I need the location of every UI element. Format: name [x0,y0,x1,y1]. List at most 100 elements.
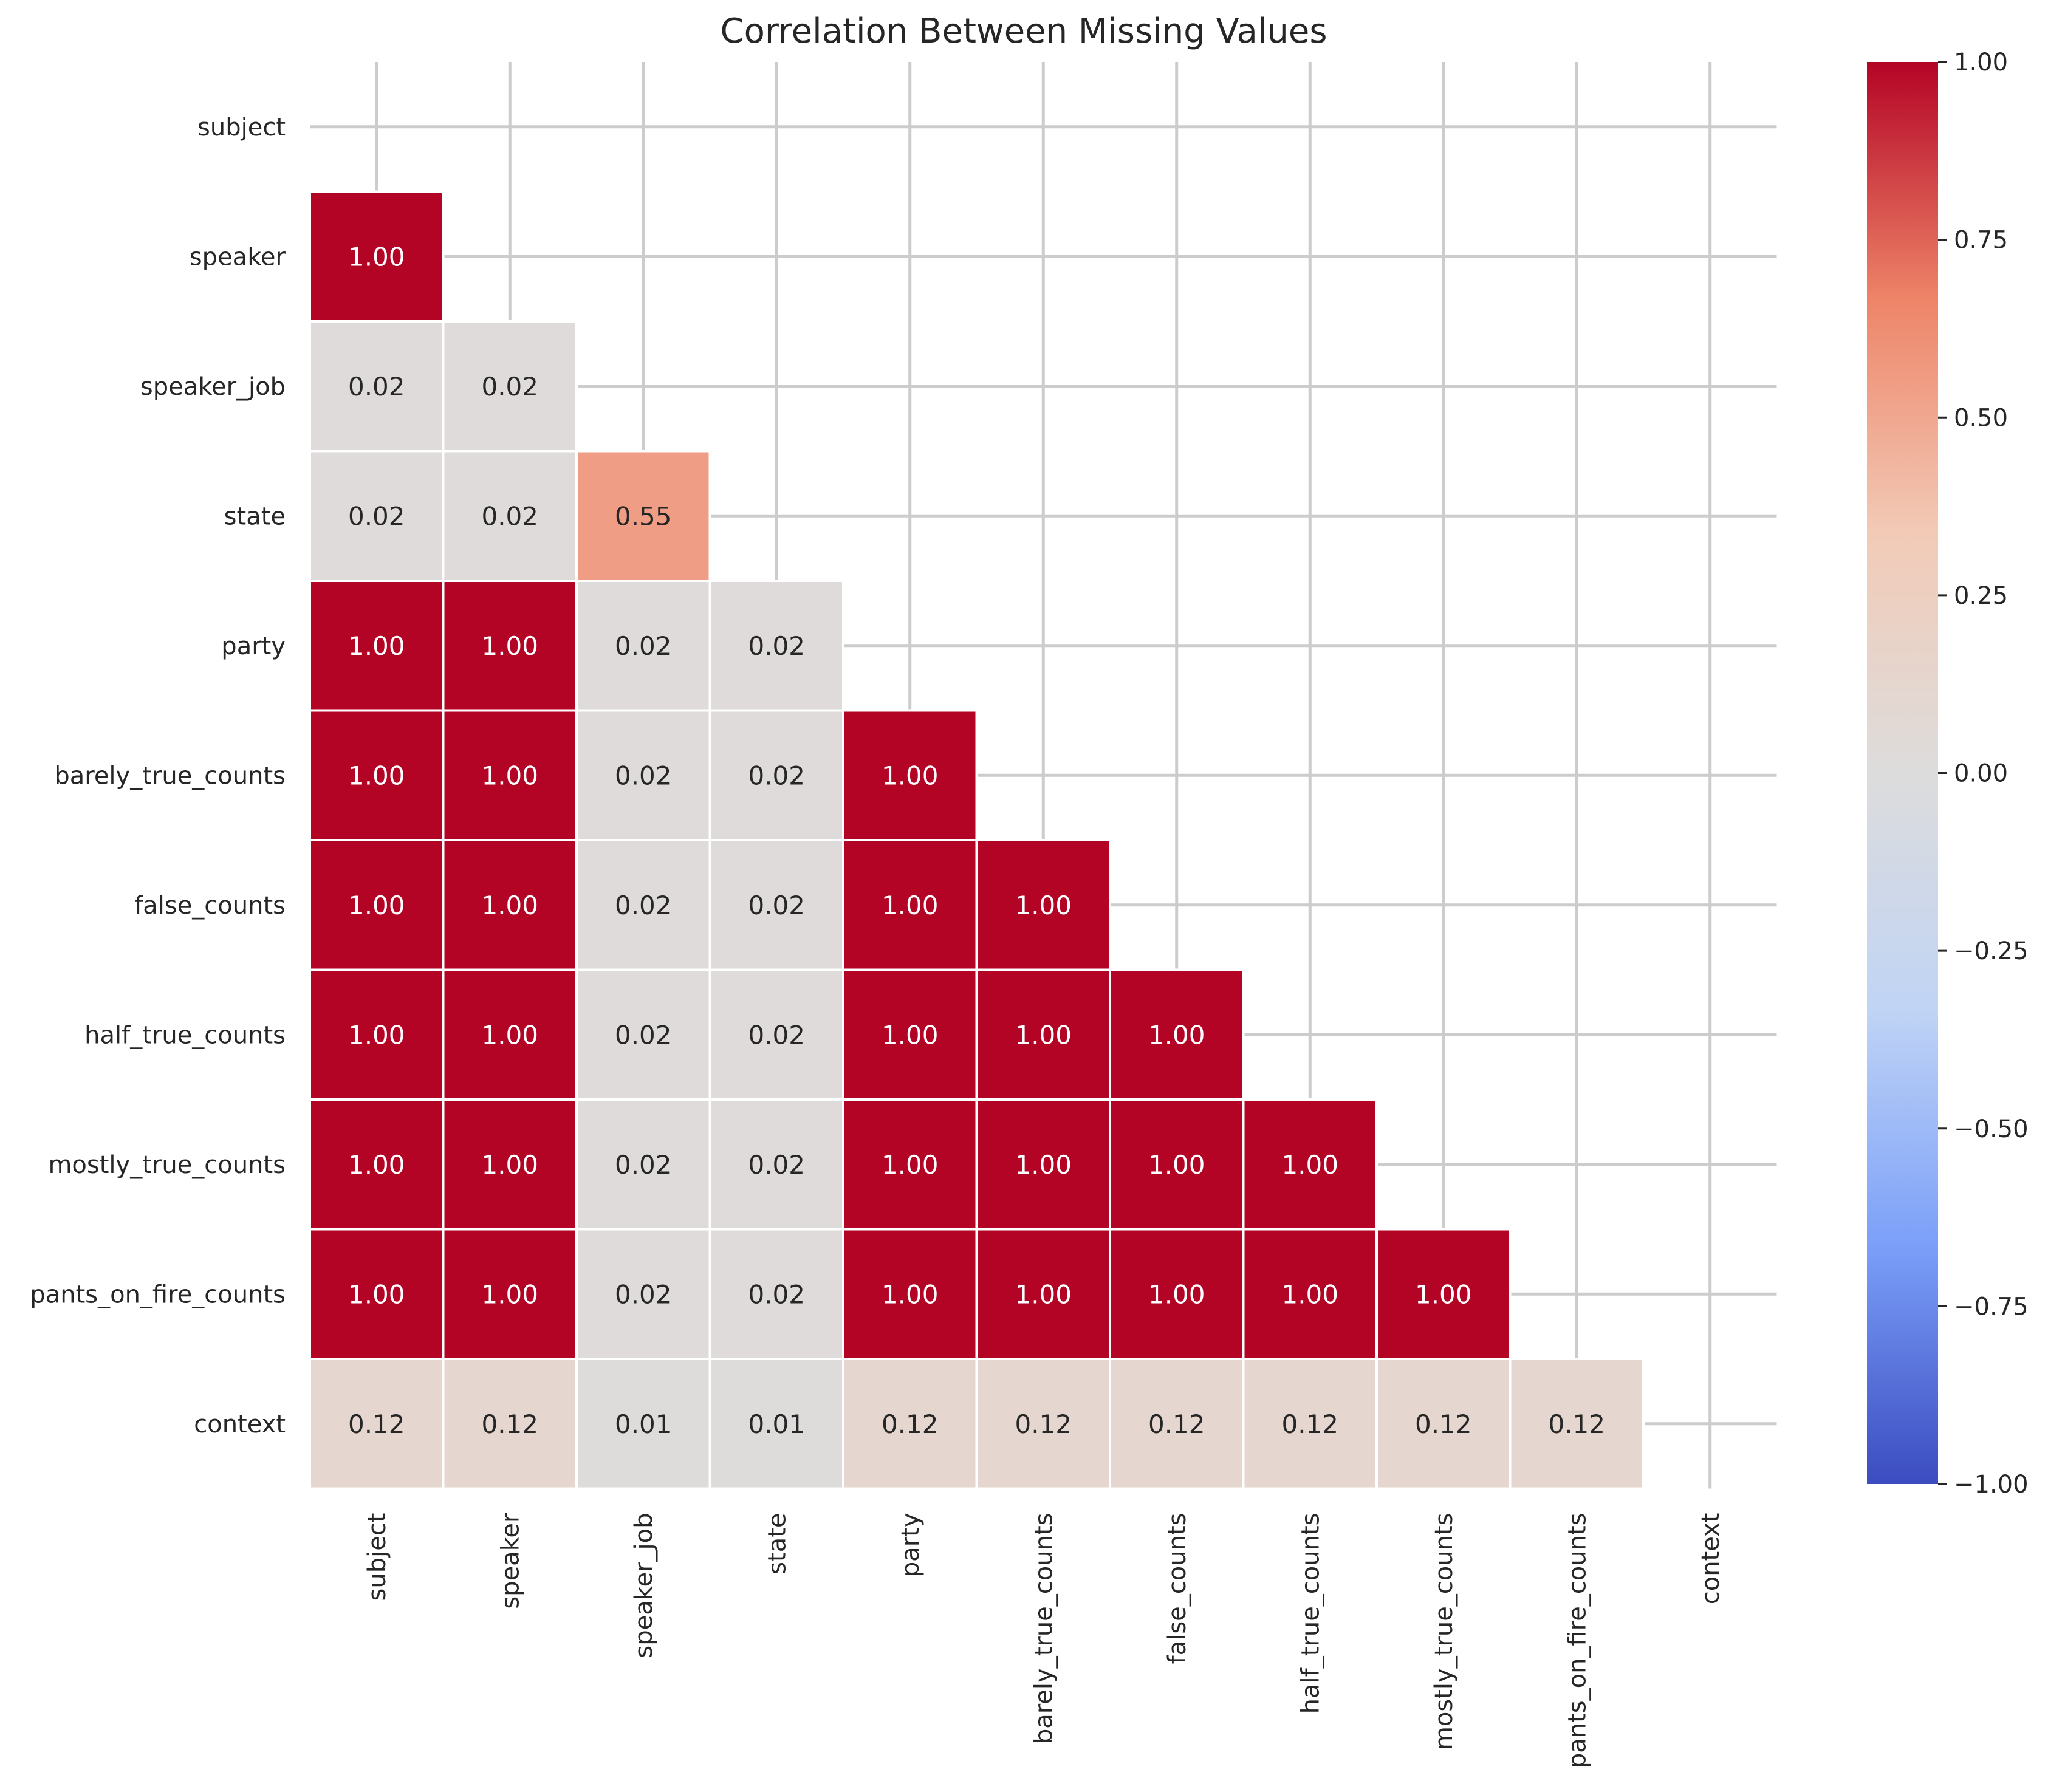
y-tick-label: state [224,502,286,530]
x-tick-label: barely_true_counts [1030,1513,1058,1745]
cell-value-label: 1.00 [481,761,538,790]
heatmap-cell [1242,1098,1378,1231]
cell-value-label: 1.00 [348,1020,405,1050]
cell-value-label: 0.02 [348,372,405,402]
heatmap-cell [975,1098,1111,1231]
cell-value-label: 0.02 [748,631,805,661]
heatmap-cell [842,709,978,841]
y-tick-label: context [194,1411,286,1438]
x-tick-label: speaker [496,1513,524,1609]
heatmap-cell [442,450,578,582]
heatmap-cell [1375,1358,1512,1490]
cell-value-label: 0.02 [481,501,538,531]
heatmap-cell [309,709,445,841]
colorbar: 1.00 0.75 0.50 0.25 0.00 −0.25 −0.50 −0.75 −1.00 [1867,49,2029,1499]
heatmap-cell [842,839,978,971]
cell-value-label: 1.00 [1148,1020,1205,1050]
cell-value-label: 0.02 [748,1020,805,1050]
colorbar-tick-label: 0.00 [1954,760,2008,788]
heatmap-cell [842,1098,978,1231]
heatmap-cell [1109,1358,1245,1490]
cell-value-label: 1.00 [348,891,405,920]
x-tick-label: context [1697,1513,1725,1605]
cell-value-label: 0.12 [882,1409,939,1439]
heatmap-cell [708,968,844,1101]
heatmap-cell [442,1358,578,1490]
cell-value-label: 1.00 [348,1279,405,1309]
cell-value-label: 0.02 [615,891,672,920]
x-tick-label: false_counts [1163,1513,1191,1664]
cell-value-label: 0.12 [1281,1409,1338,1439]
heatmap-cell [575,1358,711,1490]
y-tick-label: mostly_true_counts [48,1151,286,1179]
cell-value-label: 1.00 [882,1279,939,1309]
colorbar-tick-label: 1.00 [1954,49,2008,77]
heatmap-cell [442,709,578,841]
colorbar-tick-label: −0.50 [1954,1115,2029,1143]
x-tick-label: mostly_true_counts [1430,1513,1458,1751]
y-tick-label: pants_on_fire_counts [30,1281,286,1308]
heatmap-cell [309,1228,445,1360]
cell-value-label: 0.12 [1548,1409,1605,1439]
cell-value-label: 1.00 [882,761,939,790]
colorbar-tick-label: 0.50 [1954,404,2008,432]
heatmap-cell [442,1228,578,1360]
heatmap-cell [575,450,711,582]
cell-value-label: 0.02 [348,501,405,531]
heatmap-cell [975,1228,1111,1360]
heatmap-cell [708,1358,844,1490]
cell-value-label: 0.02 [748,1150,805,1180]
heatmap-cell [708,709,844,841]
colorbar-tick-label: 0.25 [1954,582,2008,610]
cell-value-label: 1.00 [1415,1279,1472,1309]
cell-value-label: 0.12 [348,1409,405,1439]
heatmap-cell [1242,1228,1378,1360]
y-tick-label: subject [197,114,286,142]
cell-value-label: 1.00 [481,891,538,920]
cell-value-label: 0.02 [748,761,805,790]
heatmap-cell [575,1098,711,1231]
colorbar-tick-label: −1.00 [1954,1471,2029,1499]
cell-value-label: 1.00 [1015,891,1072,920]
cell-value-label: 0.12 [481,1409,538,1439]
heatmap-cell [1109,1228,1245,1360]
cell-value-label: 1.00 [481,1150,538,1180]
x-tick-label: speaker_job [630,1513,658,1658]
heatmap-cell [442,1098,578,1231]
y-tick-label: false_counts [134,892,286,920]
y-tick-label: speaker_job [140,373,286,401]
heatmap-cell [708,1098,844,1231]
colorbar-gradient [1867,62,1938,1484]
cell-value-label: 1.00 [882,1020,939,1050]
cell-value-label: 0.12 [1415,1409,1472,1439]
heatmap-cell [309,839,445,971]
cell-layer: 1.00 0.02 0.02 0.02 0.02 0.55 1.00 1.00 0.02 0.02… [309,190,1645,1490]
cell-value-label: 1.00 [1148,1279,1205,1309]
cell-value-label: 1.00 [348,631,405,661]
cell-value-label: 1.00 [1015,1020,1072,1050]
cell-value-label: 0.01 [615,1409,672,1439]
x-tick-label: state [763,1513,791,1575]
cell-value-label: 0.02 [615,1150,672,1180]
y-tick-label: barely_true_counts [54,762,286,790]
cell-value-label: 1.00 [1148,1150,1205,1180]
cell-value-label: 1.00 [481,1020,538,1050]
cell-value-label: 1.00 [1015,1279,1072,1309]
x-tick-labels: subject speaker speaker_job state party barel… [363,1513,1725,1768]
cell-value-label: 0.12 [1015,1409,1072,1439]
heatmap-cell [309,1098,445,1231]
x-tick-label: party [897,1513,925,1578]
y-tick-label: speaker [190,243,286,271]
cell-value-label: 1.00 [348,761,405,790]
heatmap-cell [842,968,978,1101]
y-tick-label: party [221,632,286,660]
cell-value-label: 0.02 [615,631,672,661]
cell-value-label: 0.02 [615,1020,672,1050]
cell-value-label: 1.00 [882,891,939,920]
cell-value-label: 0.02 [615,1279,672,1309]
heatmap-cell [575,839,711,971]
cell-value-label: 0.12 [1148,1409,1205,1439]
